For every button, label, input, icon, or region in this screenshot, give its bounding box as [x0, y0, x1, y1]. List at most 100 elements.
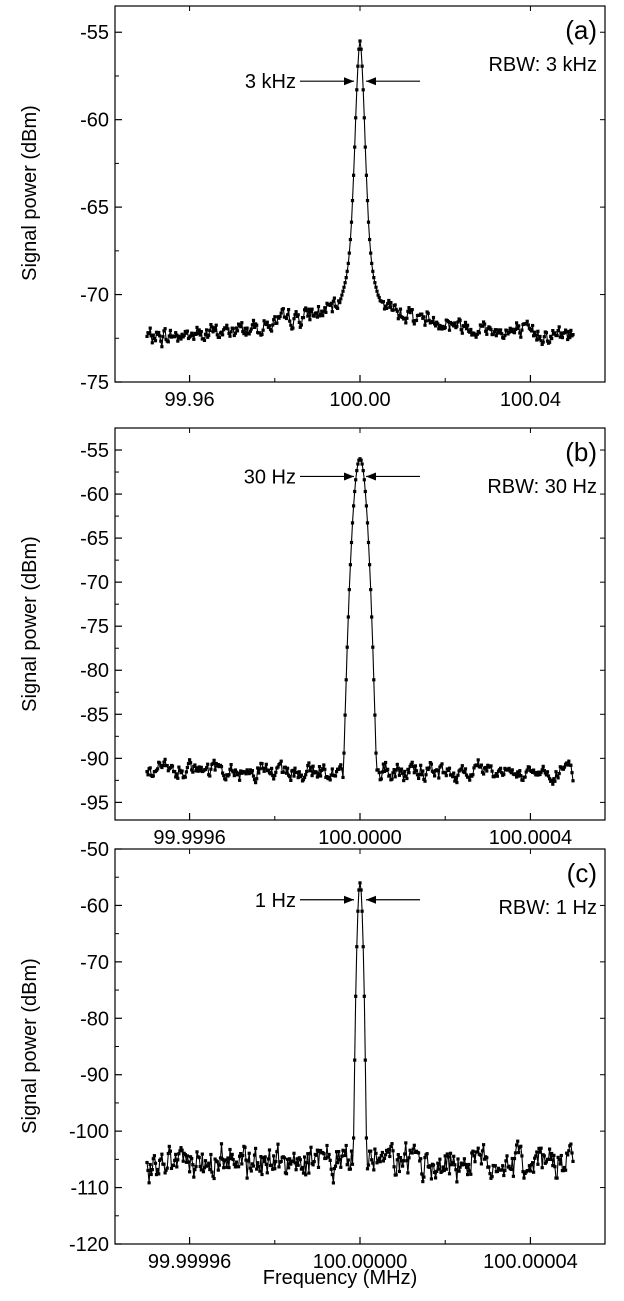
data-point: [353, 145, 357, 149]
data-point: [561, 767, 566, 771]
data-point: [503, 333, 507, 338]
data-point: [147, 332, 151, 336]
data-point: [436, 769, 440, 773]
data-point: [384, 760, 388, 765]
data-point: [478, 765, 482, 769]
data-point: [228, 1147, 232, 1152]
arrowhead-left: [344, 895, 354, 904]
data-point: [262, 319, 266, 323]
data-point: [339, 1165, 343, 1169]
data-point: [461, 1162, 465, 1166]
data-point: [411, 319, 415, 323]
data-point: [535, 1150, 539, 1154]
data-point: [266, 768, 270, 772]
data-point: [467, 775, 471, 779]
data-point: [196, 769, 200, 773]
data-point: [301, 778, 306, 782]
x-tick-label: 100.00004: [483, 1251, 578, 1273]
data-point: [522, 1176, 526, 1180]
data-point: [364, 1136, 368, 1140]
data-point: [382, 307, 387, 311]
data-point: [355, 88, 359, 92]
data-point: [273, 315, 277, 319]
data-point: [308, 1152, 312, 1156]
data-point: [157, 1172, 161, 1176]
data-point: [289, 778, 293, 782]
data-point: [466, 323, 470, 327]
data-point: [405, 776, 409, 781]
data-point: [427, 766, 431, 770]
data-point: [240, 771, 244, 775]
data-point: [309, 310, 313, 314]
data-point: [553, 331, 557, 335]
data-point: [168, 328, 172, 332]
arrowhead-left: [344, 472, 354, 481]
data-point: [237, 1165, 241, 1169]
data-point: [477, 331, 481, 335]
data-point: [315, 775, 319, 779]
data-point: [289, 1162, 293, 1166]
data-point: [284, 1172, 289, 1176]
data-point: [373, 281, 377, 285]
data-point: [423, 1156, 427, 1160]
data-point: [212, 758, 216, 762]
data-point: [495, 1169, 499, 1174]
data-point: [234, 770, 238, 774]
data-point: [346, 615, 350, 619]
data-point: [412, 1143, 416, 1147]
data-point: [436, 322, 440, 326]
data-point: [483, 1157, 487, 1161]
data-point: [343, 1153, 347, 1158]
data-point: [555, 1176, 559, 1180]
series-line: [146, 882, 574, 1183]
data-point: [392, 768, 396, 772]
data-point: [293, 313, 297, 317]
data-point: [412, 322, 416, 326]
data-point: [245, 768, 249, 772]
data-point: [307, 761, 311, 765]
data-point: [541, 340, 545, 344]
data-point: [515, 1143, 519, 1147]
data-point: [363, 489, 367, 494]
y-tick-label: -50: [80, 839, 109, 861]
data-point: [242, 332, 246, 336]
data-point: [513, 327, 518, 331]
linewidth-label: 1 Hz: [255, 890, 296, 912]
data-point: [459, 328, 463, 332]
data-point: [350, 521, 355, 525]
data-point: [196, 331, 200, 335]
data-point: [190, 331, 194, 335]
data-point: [562, 1165, 567, 1170]
data-point: [316, 772, 321, 776]
data-point: [339, 763, 343, 767]
data-point: [227, 773, 231, 777]
data-point: [203, 767, 208, 772]
data-point: [510, 327, 514, 331]
data-point: [463, 767, 468, 771]
data-point: [252, 1153, 257, 1157]
data-point: [429, 762, 433, 766]
data-point: [359, 458, 363, 462]
data-point: [470, 333, 474, 337]
data-point: [505, 1154, 509, 1158]
data-point: [348, 237, 352, 242]
data-point: [550, 337, 554, 341]
y-tick-label: -60: [80, 484, 109, 506]
data-point: [288, 1157, 292, 1161]
data-point: [567, 759, 571, 763]
y-tick-label: -70: [80, 572, 109, 594]
data-point: [336, 306, 340, 310]
data-point: [534, 333, 538, 337]
data-point: [154, 330, 159, 334]
data-point: [310, 307, 314, 311]
data-point: [447, 1172, 452, 1176]
y-tick-label: -80: [80, 1008, 109, 1030]
data-point: [232, 1162, 236, 1166]
data-point: [440, 327, 444, 331]
data-point: [421, 1180, 425, 1184]
data-point: [301, 1171, 306, 1175]
data-point: [456, 1157, 460, 1161]
data-point: [303, 308, 307, 312]
data-point: [209, 323, 213, 327]
data-point: [515, 775, 519, 779]
